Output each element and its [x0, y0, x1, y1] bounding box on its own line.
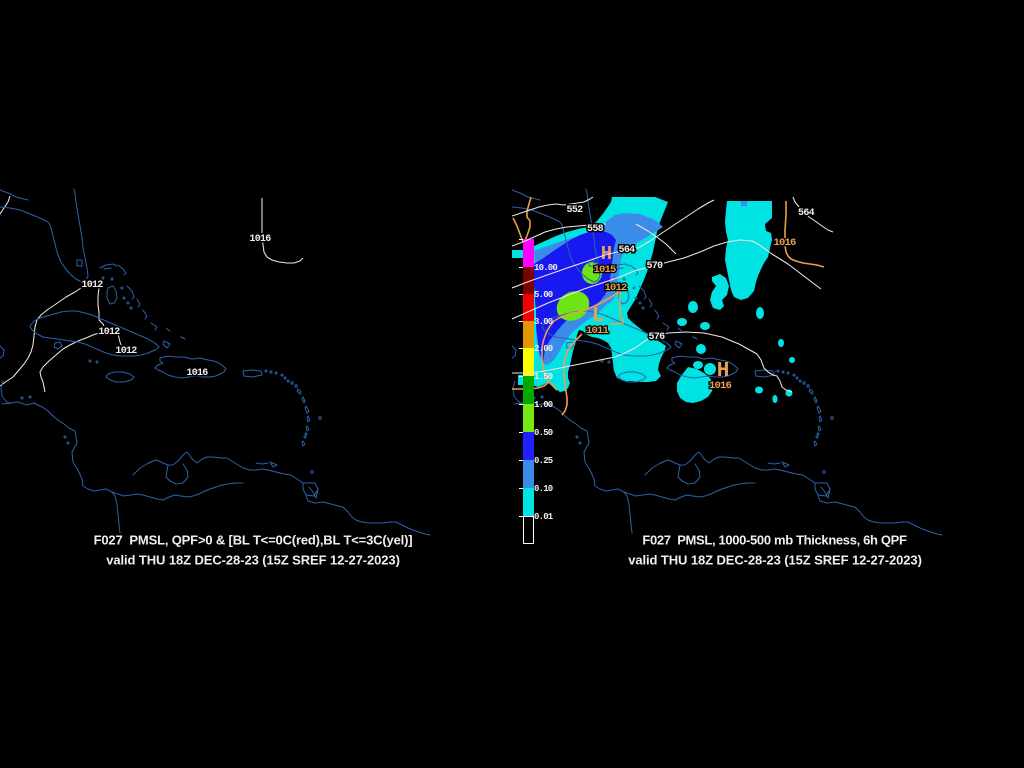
- svg-text:0.01: 0.01: [534, 512, 554, 522]
- svg-text:valid THU 18Z DEC-28-23 (15Z S: valid THU 18Z DEC-28-23 (15Z SREF 12-27-…: [628, 553, 922, 568]
- svg-text:1011: 1011: [586, 325, 609, 337]
- svg-text:3.00: 3.00: [534, 317, 553, 327]
- svg-text:564: 564: [619, 245, 636, 256]
- svg-text:0.10: 0.10: [534, 484, 553, 494]
- svg-text:5.00: 5.00: [534, 290, 553, 300]
- svg-text:F027 PMSL, QPF>0 & [BL T<=0C(: F027 PMSL, QPF>0 & [BL T<=0C(red),BL T<=…: [94, 533, 413, 548]
- svg-text:1.00: 1.00: [534, 400, 553, 410]
- svg-text:L: L: [592, 305, 605, 328]
- svg-text:valid THU 18Z DEC-28-23 (15Z S: valid THU 18Z DEC-28-23 (15Z SREF 12-27-…: [106, 553, 400, 568]
- svg-text:1016: 1016: [186, 368, 208, 379]
- svg-text:1012: 1012: [604, 282, 627, 294]
- svg-text:570: 570: [647, 261, 664, 272]
- svg-text:1015: 1015: [593, 264, 616, 276]
- svg-text:1016: 1016: [249, 234, 271, 245]
- svg-text:2.00: 2.00: [534, 344, 553, 354]
- svg-text:1012: 1012: [81, 280, 103, 291]
- svg-text:F027 PMSL, 1000-500 mb Thickn: F027 PMSL, 1000-500 mb Thickness, 6h QPF: [642, 533, 907, 548]
- svg-text:0.50: 0.50: [534, 428, 553, 438]
- svg-text:0.25: 0.25: [534, 456, 553, 466]
- svg-text:1016: 1016: [709, 380, 732, 392]
- svg-text:576: 576: [649, 332, 666, 343]
- svg-text:H: H: [601, 243, 612, 265]
- svg-text:552: 552: [567, 205, 584, 216]
- svg-text:1012: 1012: [98, 327, 120, 338]
- svg-text:1.50: 1.50: [534, 372, 553, 382]
- svg-text:H: H: [717, 360, 730, 383]
- svg-text:558: 558: [587, 224, 604, 235]
- svg-text:1012: 1012: [115, 346, 137, 357]
- svg-text:1016: 1016: [773, 237, 796, 249]
- svg-text:10.00: 10.00: [534, 263, 557, 273]
- svg-text:564: 564: [798, 208, 815, 219]
